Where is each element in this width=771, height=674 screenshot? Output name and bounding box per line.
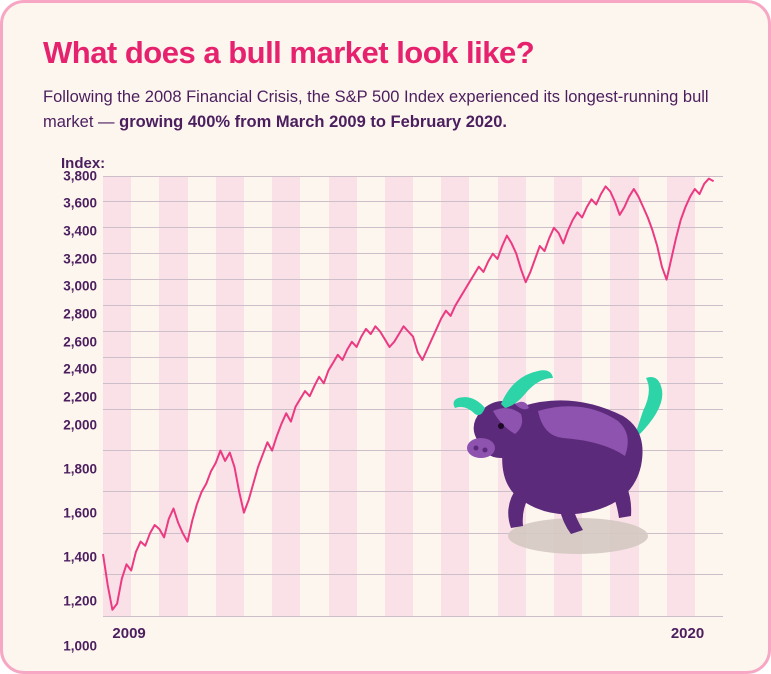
y-tick-label: 1,000 [63, 638, 97, 653]
bull-icon [443, 356, 673, 556]
y-tick-label: 3,800 [63, 168, 97, 183]
y-tick-label: 2,000 [63, 417, 97, 432]
plot-area [103, 176, 723, 616]
y-tick-label: 1,600 [63, 505, 97, 520]
y-tick-label: 1,800 [63, 461, 97, 476]
y-tick-label: 3,600 [63, 196, 97, 211]
chart-subtitle: Following the 2008 Financial Crisis, the… [43, 85, 728, 135]
y-tick-label: 2,800 [63, 306, 97, 321]
y-tick-label: 2,200 [63, 389, 97, 404]
chart-title: What does a bull market look like? [43, 35, 728, 71]
y-axis-label: Index: [61, 155, 728, 172]
y-tick-label: 3,400 [63, 223, 97, 238]
y-tick-label: 1,400 [63, 550, 97, 565]
x-tick-label: 2009 [112, 625, 145, 642]
x-tick-label: 2020 [671, 625, 704, 642]
y-tick-label: 3,000 [63, 279, 97, 294]
y-tick-label: 2,600 [63, 334, 97, 349]
chart-area: 3,8003,6003,4003,2003,0002,8002,6002,400… [43, 176, 723, 646]
subtitle-bold: growing 400% from March 2009 to February… [119, 113, 507, 131]
x-axis: 2009 2020 [103, 616, 723, 646]
y-axis: 3,8003,6003,4003,2003,0002,8002,6002,400… [43, 176, 103, 646]
y-tick-label: 2,400 [63, 362, 97, 377]
infographic-card: What does a bull market look like? Follo… [0, 0, 771, 674]
y-tick-label: 1,200 [63, 594, 97, 609]
y-tick-label: 3,200 [63, 251, 97, 266]
